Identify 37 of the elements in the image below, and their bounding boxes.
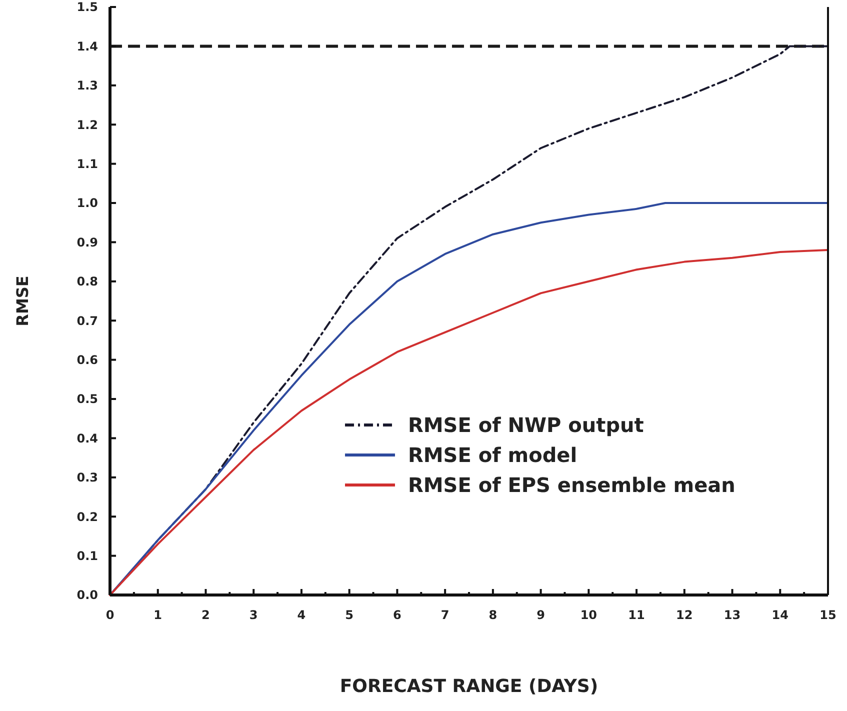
x-tick-label: 3: [249, 608, 258, 622]
y-tick-label: 1.4: [76, 39, 98, 54]
y-tick-label: 1.3: [76, 78, 98, 93]
y-tick-label: 1.5: [76, 0, 98, 14]
y-axis-title: RMSE: [13, 276, 32, 326]
x-tick-label: 1: [154, 608, 162, 622]
x-tick-label: 13: [724, 608, 741, 622]
x-tick-label: 9: [536, 608, 545, 622]
x-tick-label: 4: [297, 608, 306, 622]
x-tick-label: 11: [628, 608, 645, 622]
y-tick-label: 0.2: [76, 510, 98, 524]
x-tick-label: 6: [393, 608, 402, 622]
x-tick-label: 8: [488, 608, 498, 622]
x-tick-label: 5: [345, 608, 354, 622]
x-tick-label: 14: [772, 608, 788, 622]
y-tick-label: 0.8: [76, 274, 98, 289]
y-tick-label: 1.2: [76, 118, 98, 132]
y-tick-label: 0.6: [76, 353, 98, 367]
x-tick-label: 0: [106, 608, 114, 622]
y-tick-label: 0.3: [76, 470, 98, 485]
legend-label: RMSE of EPS ensemble mean: [408, 473, 736, 497]
y-tick-label: 1.0: [76, 196, 98, 210]
y-tick-label: 0.4: [76, 431, 98, 446]
x-tick-label: 12: [676, 608, 693, 622]
y-tick-label: 0.0: [76, 588, 98, 602]
x-axis-title: FORECAST RANGE (DAYS): [340, 676, 598, 697]
x-tick-label: 15: [820, 608, 836, 622]
x-tick-label: 2: [202, 608, 210, 622]
x-tick-label: 10: [580, 608, 598, 622]
y-tick-label: 0.1: [76, 549, 98, 563]
legend-label: RMSE of model: [408, 443, 578, 467]
x-tick-label: 7: [440, 608, 450, 622]
y-tick-label: 0.7: [76, 314, 98, 328]
legend-label: RMSE of NWP output: [408, 413, 644, 437]
y-tick-label: 0.9: [76, 235, 98, 250]
y-tick-label: 0.5: [76, 392, 98, 406]
y-tick-label: 1.1: [76, 157, 98, 171]
